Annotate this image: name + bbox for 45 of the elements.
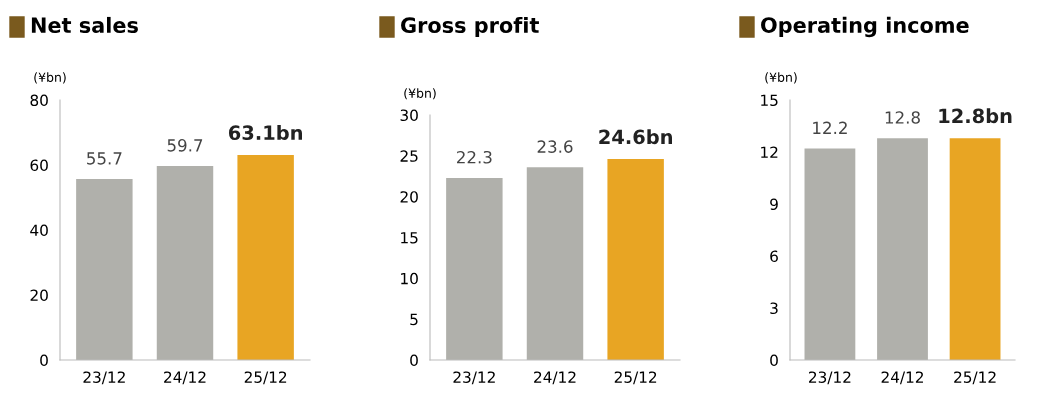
y-tick-label: 3	[770, 302, 778, 315]
data-label: 23.6	[537, 140, 573, 153]
y-tick-label: 9	[770, 198, 778, 211]
data-label: 55.7	[87, 152, 122, 165]
x-tick-label: 25/12	[954, 371, 996, 385]
y-tick-label: 40	[30, 224, 48, 237]
y-tick-label: 0	[770, 354, 778, 367]
bar	[156, 165, 214, 360]
data-label: 59.7	[167, 139, 203, 152]
y-tick-label: 15	[761, 94, 778, 107]
y-axis-title: (¥bn)	[765, 72, 797, 84]
y-tick-label: 60	[30, 159, 48, 172]
chart-title: Net sales	[31, 16, 138, 34]
y-tick-label: 15	[401, 232, 418, 244]
x-tick-label: 23/12	[809, 371, 851, 385]
x-tick-label: 23/12	[453, 371, 495, 385]
y-tick-label: 0	[40, 354, 48, 367]
y-tick-label: 5	[410, 313, 418, 326]
data-label: 12.2	[813, 121, 847, 134]
y-tick-label: 10	[401, 272, 418, 285]
y-tick-label: 0	[410, 354, 418, 367]
x-tick-label: 24/12	[534, 371, 576, 385]
x-tick-label: 25/12	[614, 371, 657, 385]
y-tick-label: 12	[761, 146, 778, 158]
y-axis-title: (¥bn)	[404, 88, 436, 100]
x-tick-label: 24/12	[881, 371, 923, 385]
data-label: 24.6bn	[599, 129, 672, 145]
y-tick-label: 20	[30, 289, 48, 302]
x-tick-label: 23/12	[83, 371, 125, 385]
data-label: 63.1bn	[228, 125, 302, 141]
data-label: 12.8bn	[939, 108, 1012, 124]
y-tick-label: 25	[400, 150, 418, 162]
y-tick-label: 80	[30, 94, 48, 107]
y-axis-title: (¥bn)	[34, 72, 66, 84]
bar	[76, 178, 133, 360]
bar	[237, 154, 294, 360]
y-tick-label: 6	[770, 250, 778, 263]
chart-title: Operating income	[761, 16, 969, 38]
y-tick-label: 20	[400, 191, 418, 203]
data-label: 22.3	[457, 150, 492, 164]
x-tick-label: 24/12	[164, 371, 206, 385]
data-label: 12.8	[885, 111, 920, 124]
y-tick-label: 30	[400, 109, 418, 122]
x-tick-label: 25/12	[244, 371, 287, 385]
chart-title: Gross profit	[401, 16, 539, 38]
